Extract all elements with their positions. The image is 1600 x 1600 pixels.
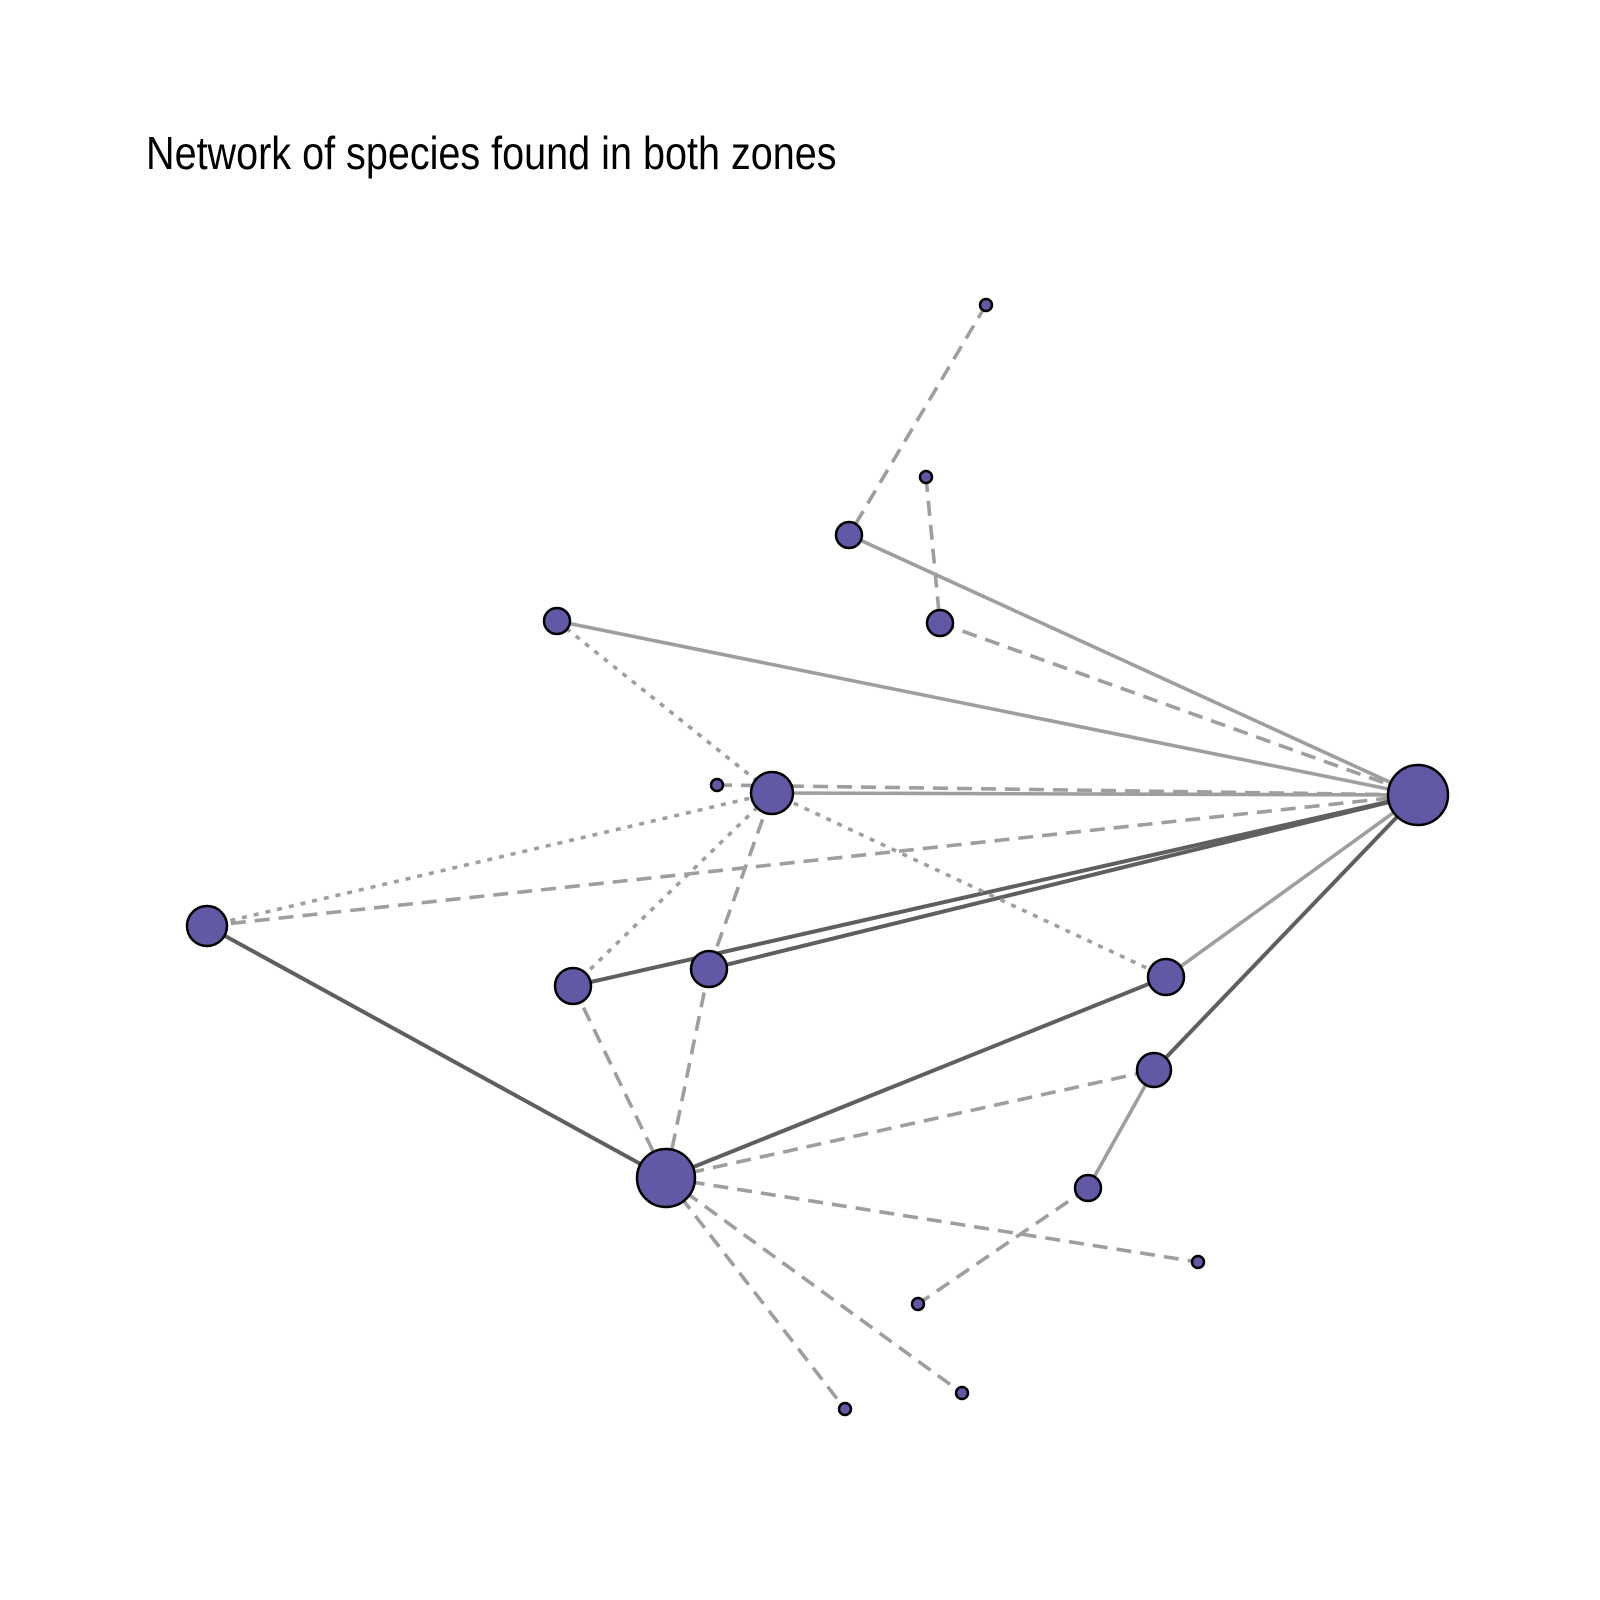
edge-right-lower-hub-right [1152,793,1420,1072]
nodes-layer [185,297,1450,1417]
edge-left-hub-bottom [206,924,667,1180]
node-center [749,770,795,816]
node-leaf-bottom-right [954,1385,970,1401]
node-leaf-bottom [837,1401,853,1417]
node-left [185,904,229,948]
edge-hub-bottom-right-upper [665,975,1167,1180]
edge-hub-bottom-right-lower [665,1068,1155,1180]
edge-center-hub-right [771,791,1419,797]
edge-top-right-hub-right [939,621,1419,797]
node-right-upper [1146,957,1186,997]
node-small-top [918,469,934,485]
node-hub-bottom [635,1147,697,1209]
edge-left-hub-right [206,793,1419,928]
node-lower-right [1073,1173,1103,1203]
edge-left-center [206,791,773,928]
edge-mid-hub-bottom [664,968,711,1179]
edge-right-lower-lower-right [1086,1069,1156,1189]
node-right-lower [1135,1051,1173,1089]
node-mid [689,949,729,989]
edge-hub-bottom-leaf-right [665,1176,1199,1264]
chart-title: Network of species found in both zones [146,127,837,179]
node-dot-center [709,777,725,793]
edge-dot-center-hub-right [716,783,1419,797]
edge-mid-hub-right [708,793,1419,971]
node-top-upper [834,520,864,550]
edge-mid-center [707,792,774,970]
edge-center-right-upper [771,791,1167,979]
edge-hub-bottom-leaf-bottom [664,1176,847,1411]
edge-mid-left-hub-bottom [571,985,668,1179]
node-top-left [542,606,572,636]
node-leaf-right [1190,1254,1206,1270]
edge-peak-top-upper [847,304,988,536]
edge-mid-left-center [571,791,774,988]
node-leaf-lower [910,1296,926,1312]
node-peak [978,297,994,313]
edge-hub-bottom-leaf-bottom-right [664,1176,964,1395]
edge-lower-right-leaf-lower [916,1186,1090,1306]
edge-top-left-center [555,619,774,795]
edge-small-top-top-right [924,476,942,624]
node-hub-right [1386,763,1450,827]
node-top-right [925,608,955,638]
edge-top-upper-hub-right [848,533,1419,797]
edge-right-upper-hub-right [1164,793,1420,979]
edge-top-left-hub-right [556,619,1419,797]
edges-layer [206,304,1420,1411]
node-mid-left [553,966,593,1006]
